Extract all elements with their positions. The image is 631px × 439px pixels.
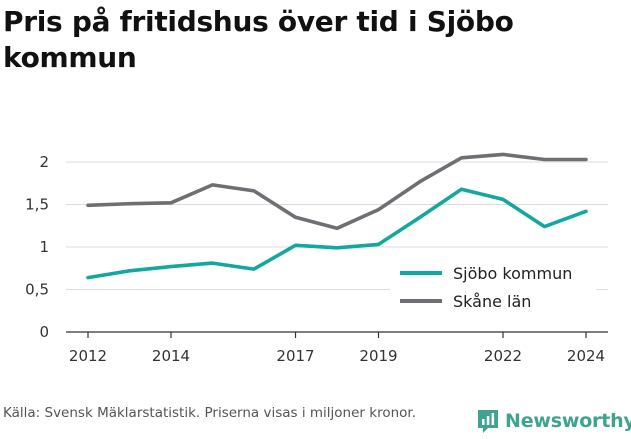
series-line [86,187,588,280]
source-note: Källa: Svensk Mäklarstatistik. Priserna … [3,405,417,421]
legend-label: Skåne län [453,292,531,311]
y-tick-label: 1,5 [25,196,49,214]
series-lines [86,152,588,280]
x-tick-label: 2022 [484,347,522,365]
brand-logo[interactable]: Newsworthy [476,408,631,434]
x-axis-tick-labels: 2012 2014 2017 2019 2022 2024 [69,347,605,365]
x-tick-label: 2017 [276,347,314,365]
legend: Sjöbo kommun Skåne län [390,258,596,320]
x-tick-label: 2024 [567,347,605,365]
x-tick-label: 2012 [69,347,107,365]
legend-background [390,258,596,320]
legend-label: Sjöbo kommun [453,264,572,283]
y-tick-label: 2 [39,153,49,171]
series-line [86,152,588,231]
x-axis [66,331,608,338]
y-axis-tick-labels: 0 0,5 1 1,5 2 [25,153,49,341]
y-tick-label: 1 [39,238,49,256]
newsworthy-logo-icon [478,410,498,433]
x-tick-label: 2014 [152,347,190,365]
brand-name: Newsworthy [505,410,631,432]
y-tick-label: 0,5 [25,281,49,299]
y-tick-label: 0 [39,323,49,341]
chart-title: Pris på fritidshus över tid i Sjöbo komm… [3,5,514,74]
x-tick-label: 2019 [359,347,397,365]
